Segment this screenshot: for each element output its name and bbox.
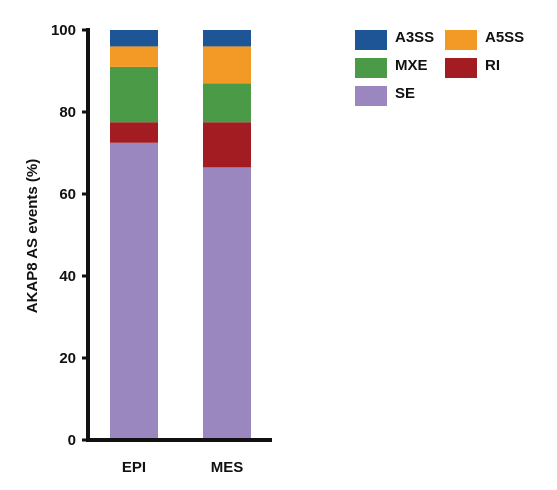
legend-swatch-mxe [355,58,387,78]
bar-segment-mes-a3ss [203,30,251,47]
y-ticks: 0 20 40 60 80 100 [51,22,88,449]
y-tick-label: 20 [59,350,76,367]
bar-segment-mes-se [203,167,251,440]
legend-swatch-ri [445,58,477,78]
bar-segment-epi-se [110,142,158,440]
bar-segment-epi-mxe [110,66,158,123]
legend-label-a5ss: A5SS [485,29,524,46]
legend: SE RI MXE A5SS A3SS [355,29,524,106]
legend-label-se: SE [395,85,415,102]
legend-swatch-se [355,86,387,106]
bar-segment-mes-mxe [203,83,251,123]
x-tick-label-epi: EPI [122,459,146,476]
bar-segment-epi-ri [110,122,158,143]
legend-label-ri: RI [485,57,500,74]
y-tick-label: 80 [59,104,76,121]
y-axis-label: AKAP8 AS events (%) [24,159,41,313]
bar-segment-mes-a5ss [203,46,251,84]
legend-label-mxe: MXE [395,57,428,74]
legend-swatch-a3ss [355,30,387,50]
legend-swatch-a5ss [445,30,477,50]
y-tick-label: 40 [59,268,76,285]
legend-label-a3ss: A3SS [395,29,434,46]
y-tick-label: 0 [68,432,76,449]
bar-segment-mes-ri [203,122,251,168]
bar-segment-epi-a5ss [110,46,158,67]
x-tick-label-mes: MES [211,459,244,476]
y-tick-label: 60 [59,186,76,203]
bar-segment-epi-a3ss [110,30,158,47]
y-tick-label: 100 [51,22,76,39]
bars-layer [110,30,251,440]
x-tick-labels: EPI MES [122,459,243,476]
y-axis: 0 20 40 60 80 100 [51,22,90,449]
